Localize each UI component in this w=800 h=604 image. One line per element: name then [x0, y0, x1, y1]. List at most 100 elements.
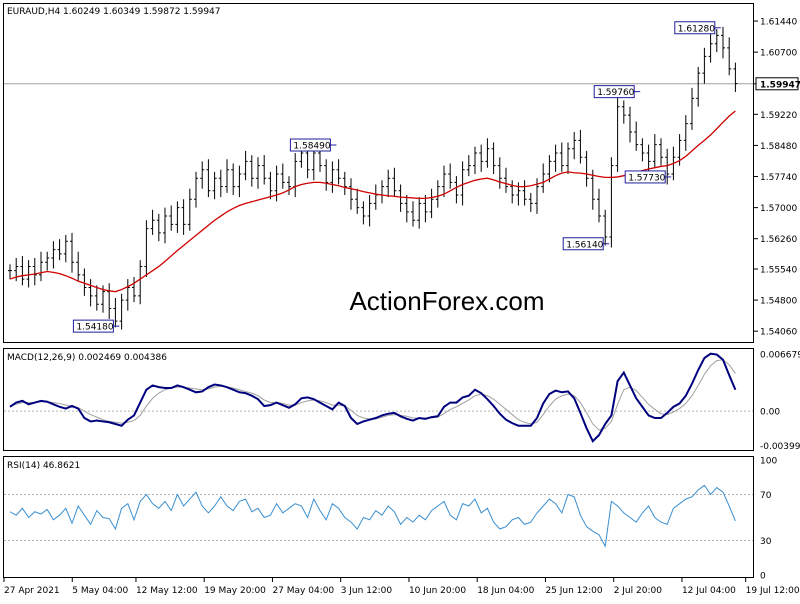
x-axis-label: 2 Jul 20:00 — [614, 586, 663, 596]
ohlc-bar — [132, 276, 136, 303]
ohlc-bar — [187, 188, 192, 231]
x-axis-label: 12 Jul 04:00 — [682, 586, 736, 596]
ohlc-bar — [249, 155, 254, 187]
ohlc-bar — [690, 87, 694, 130]
ohlc-bar — [169, 205, 174, 231]
macd-line — [9, 352, 737, 443]
ohlc-bar — [150, 209, 155, 235]
ohlc-bar — [448, 163, 453, 189]
ohlc-bar — [175, 201, 180, 233]
watermark: ActionForex.com — [349, 286, 544, 316]
ohlc-bar — [609, 157, 614, 248]
ohlc-bar — [485, 138, 490, 168]
rsi-axis-label: 0 — [760, 572, 766, 582]
annotation-label: 1.59760 — [597, 88, 634, 98]
x-axis-label: 19 Jul 12:00 — [746, 586, 800, 596]
ohlc-bar — [559, 142, 564, 172]
ohlc-bar — [640, 138, 645, 162]
ohlc-bar — [522, 180, 527, 206]
ohlc-bar — [615, 96, 620, 172]
ohlc-bar — [659, 138, 663, 166]
price-axis-label: 1.60700 — [760, 49, 797, 59]
ohlc-bar — [473, 146, 477, 174]
ohlc-bar — [634, 121, 639, 151]
ohlc-bar — [547, 155, 552, 183]
x-axis-label: 18 Jun 04:00 — [477, 586, 534, 596]
ohlc-bar — [361, 201, 366, 225]
ohlc-bar — [237, 165, 242, 198]
ohlc-bar — [584, 150, 589, 187]
ohlc-bar — [733, 62, 738, 93]
macd-panel-frame — [3, 348, 754, 451]
x-axis-label: 12 May 12:00 — [136, 586, 198, 596]
ohlc-bar — [63, 234, 68, 263]
ohlc-bar — [163, 207, 167, 244]
annotation-box — [289, 138, 331, 152]
ohlc-bar — [39, 251, 43, 282]
ohlc-bar — [57, 239, 62, 261]
ohlc-bar — [305, 146, 310, 179]
annotation-box — [562, 237, 604, 251]
ohlc-bar — [45, 251, 50, 271]
ohlc-bar — [578, 129, 583, 164]
ohlc-bar — [243, 150, 248, 181]
price-axis-label: 1.58480 — [760, 142, 797, 152]
ohlc-bar — [94, 285, 99, 311]
ohlc-bar — [497, 157, 502, 189]
price-axis-label: 1.56260 — [760, 235, 797, 245]
macd-axis-label: -0.003994 — [760, 442, 800, 452]
ohlc-bar — [683, 115, 688, 151]
ohlc-bar — [280, 163, 285, 189]
x-axis-label: 27 Apr 2021 — [4, 586, 60, 596]
ohlc-bar — [256, 157, 260, 189]
x-axis-label: 3 Jun 12:00 — [341, 586, 393, 596]
ohlc-bar — [479, 144, 484, 172]
symbol-info: EURAUD,H4 1.60249 1.60349 1.59872 1.5994… — [7, 7, 221, 17]
ohlc-bar — [181, 199, 186, 235]
ohlc-bar — [287, 176, 291, 196]
ohlc-bar — [435, 180, 440, 208]
ohlc-bar — [218, 169, 223, 198]
x-axis-label: 10 Jun 20:00 — [409, 586, 466, 596]
current-price-label: 1.59947 — [760, 80, 800, 90]
ohlc-bar — [621, 100, 626, 124]
ohlc-bar — [491, 142, 496, 174]
rsi-title: RSI(14) 46.8621 — [7, 461, 80, 471]
ohlc-bar — [590, 169, 595, 210]
ohlc-bar — [553, 144, 558, 172]
annotation-label: 1.58490 — [293, 142, 330, 152]
ohlc-bar — [113, 297, 118, 328]
ohlc-bar — [665, 148, 670, 185]
annotation-box — [72, 319, 114, 333]
rsi-axis-label: 30 — [760, 537, 772, 547]
ohlc-bar — [541, 163, 546, 193]
ohlc-bar — [566, 142, 570, 174]
ohlc-bar — [144, 220, 149, 277]
ohlc-bar — [423, 195, 428, 223]
ohlc-bar — [417, 197, 422, 229]
ohlc-bar — [8, 264, 12, 280]
ohlc-bar — [76, 251, 81, 282]
price-axis-label: 1.54800 — [760, 297, 797, 307]
ohlc-bar — [454, 176, 459, 204]
ohlc-bar — [727, 37, 732, 76]
price-axis-label: 1.55540 — [760, 265, 797, 275]
ohlc-bar — [411, 201, 415, 227]
annotation-label: 1.54180 — [76, 323, 113, 333]
x-axis-label: 25 Jun 12:00 — [545, 586, 602, 596]
rsi-axis-label: 100 — [760, 457, 777, 467]
ohlc-bar — [26, 260, 31, 288]
rsi-panel-frame — [3, 456, 754, 578]
ohlc-bar — [231, 163, 236, 196]
ohlc-bar — [714, 29, 719, 53]
annotation-label: 1.56140 — [566, 240, 603, 250]
ohlc-bar — [51, 241, 56, 269]
moving-average-line — [9, 110, 736, 293]
ohlc-bar — [708, 33, 713, 63]
ohlc-bar — [336, 159, 341, 185]
macd-title: MACD(12,26,9) 0.002469 0.004386 — [7, 353, 167, 363]
ohlc-bar — [460, 161, 465, 206]
price-axis-label: 1.57000 — [760, 204, 797, 214]
ohlc-bar — [392, 167, 397, 198]
